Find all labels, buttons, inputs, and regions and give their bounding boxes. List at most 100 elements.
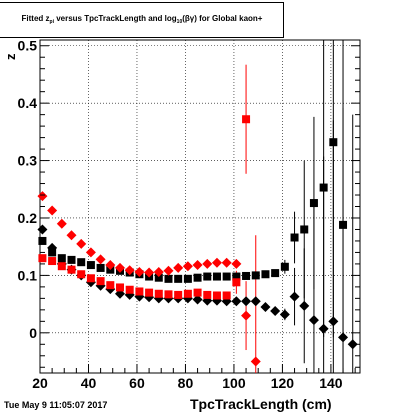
y-tick-label: 0.1 xyxy=(18,267,38,283)
data-point-diamond xyxy=(221,257,232,268)
x-tick-label: 80 xyxy=(178,375,194,391)
title-box: Fitted zpi versus TpcTrackLength and log… xyxy=(0,2,284,38)
data-point-diamond xyxy=(299,300,310,311)
axis-ticks xyxy=(39,45,360,373)
data-point-square xyxy=(135,287,144,296)
data-point-square xyxy=(261,270,270,279)
data-point-square xyxy=(86,261,95,270)
data-point-diamond xyxy=(105,260,116,271)
y-tick-label: 0.3 xyxy=(18,153,38,169)
title-part-1: Fitted z xyxy=(21,14,50,23)
data-point-square xyxy=(193,273,202,282)
data-point-square xyxy=(232,272,241,281)
data-point-square xyxy=(57,262,66,271)
data-point-square xyxy=(86,274,95,283)
data-point-diamond xyxy=(182,261,193,272)
data-point-diamond xyxy=(37,191,48,202)
data-point-diamond xyxy=(163,265,174,276)
data-point-square xyxy=(300,225,309,234)
data-point-diamond xyxy=(95,254,106,265)
title-part-3: (βγ) for Global kaon+ xyxy=(182,14,263,23)
timestamp: Tue May 9 11:05:07 2017 xyxy=(4,400,108,410)
data-point-diamond xyxy=(47,205,58,216)
data-point-diamond xyxy=(241,310,252,321)
x-tick-label: 120 xyxy=(271,375,295,391)
data-point-square xyxy=(183,289,192,298)
data-point-diamond xyxy=(260,301,271,312)
data-point-diamond xyxy=(56,218,67,229)
data-point-square xyxy=(67,265,76,274)
data-point-diamond xyxy=(134,266,145,277)
x-tick-label: 60 xyxy=(129,375,145,391)
data-point-diamond xyxy=(347,339,358,350)
data-point-square xyxy=(271,269,280,278)
data-point-square xyxy=(38,254,47,263)
x-axis-label: TpcTrackLength (cm) xyxy=(190,396,332,412)
data-point-square xyxy=(212,291,221,300)
title-part-2: versus TpcTrackLength and log xyxy=(53,14,177,23)
data-point-square xyxy=(57,254,66,263)
data-point-diamond xyxy=(85,247,96,258)
data-point-square xyxy=(154,289,163,298)
data-point-square xyxy=(77,270,86,279)
data-point-square xyxy=(48,257,57,266)
x-tick-label: 100 xyxy=(222,375,246,391)
data-point-diamond xyxy=(124,265,135,276)
data-point-diamond xyxy=(231,296,242,307)
data-point-square xyxy=(96,277,105,286)
data-point-square xyxy=(145,288,154,297)
data-point-diamond xyxy=(289,291,300,302)
data-point-square xyxy=(319,183,328,192)
data-point-square xyxy=(212,272,221,281)
data-point-diamond xyxy=(250,356,261,367)
y-tick-label: 0.2 xyxy=(18,210,38,226)
data-point-square xyxy=(242,115,251,124)
y-axis-label: z xyxy=(3,53,18,61)
data-point-square xyxy=(193,288,202,297)
y-tick-label: 0.4 xyxy=(18,95,38,111)
data-point-diamond xyxy=(241,296,252,307)
data-point-diamond xyxy=(211,257,222,268)
chart-title: Fitted zpi versus TpcTrackLength and log… xyxy=(0,14,285,25)
data-point-square xyxy=(125,285,134,294)
data-point-diamond xyxy=(173,262,184,273)
data-point-diamond xyxy=(279,309,290,320)
data-point-square xyxy=(174,274,183,283)
data-point-square xyxy=(164,274,173,283)
data-point-square xyxy=(329,138,338,147)
data-point-diamond xyxy=(231,258,242,269)
data-point-diamond xyxy=(76,238,87,249)
data-point-square xyxy=(96,263,105,272)
data-point-diamond xyxy=(308,315,319,326)
data-point-square xyxy=(164,290,173,299)
data-point-square xyxy=(174,290,183,299)
y-tick-label: 0 xyxy=(29,325,37,341)
data-point-diamond xyxy=(270,305,281,316)
data-point-square xyxy=(203,272,212,281)
data-point-square xyxy=(309,199,318,208)
data-point-square xyxy=(222,291,231,300)
data-point-square xyxy=(203,290,212,299)
data-point-diamond xyxy=(153,266,164,277)
data-point-diamond xyxy=(202,258,213,269)
data-point-diamond xyxy=(338,332,349,343)
data-point-square xyxy=(232,278,241,287)
tick-labels: 20 40 60 80 100 120 140 0 0.1 0.2 0.3 0.4 0.5 xyxy=(18,38,343,391)
title-subscript-1: pi xyxy=(49,19,54,25)
data-point-diamond xyxy=(328,316,339,327)
data-point-diamond xyxy=(250,296,261,307)
data-point-diamond xyxy=(144,267,155,278)
x-tick-label: 20 xyxy=(32,375,48,391)
data-point-square xyxy=(154,273,163,282)
data-point-diamond xyxy=(192,294,203,305)
data-point-square xyxy=(280,262,289,271)
data-point-diamond xyxy=(115,262,125,273)
data-point-diamond xyxy=(66,230,77,241)
y-tick-label: 0.5 xyxy=(18,38,38,54)
data-point-square xyxy=(290,233,299,242)
title-subscript-2: 10 xyxy=(176,19,183,25)
x-tick-label: 40 xyxy=(81,375,97,391)
data-point-diamond xyxy=(47,242,58,253)
data-point-square xyxy=(116,283,124,292)
